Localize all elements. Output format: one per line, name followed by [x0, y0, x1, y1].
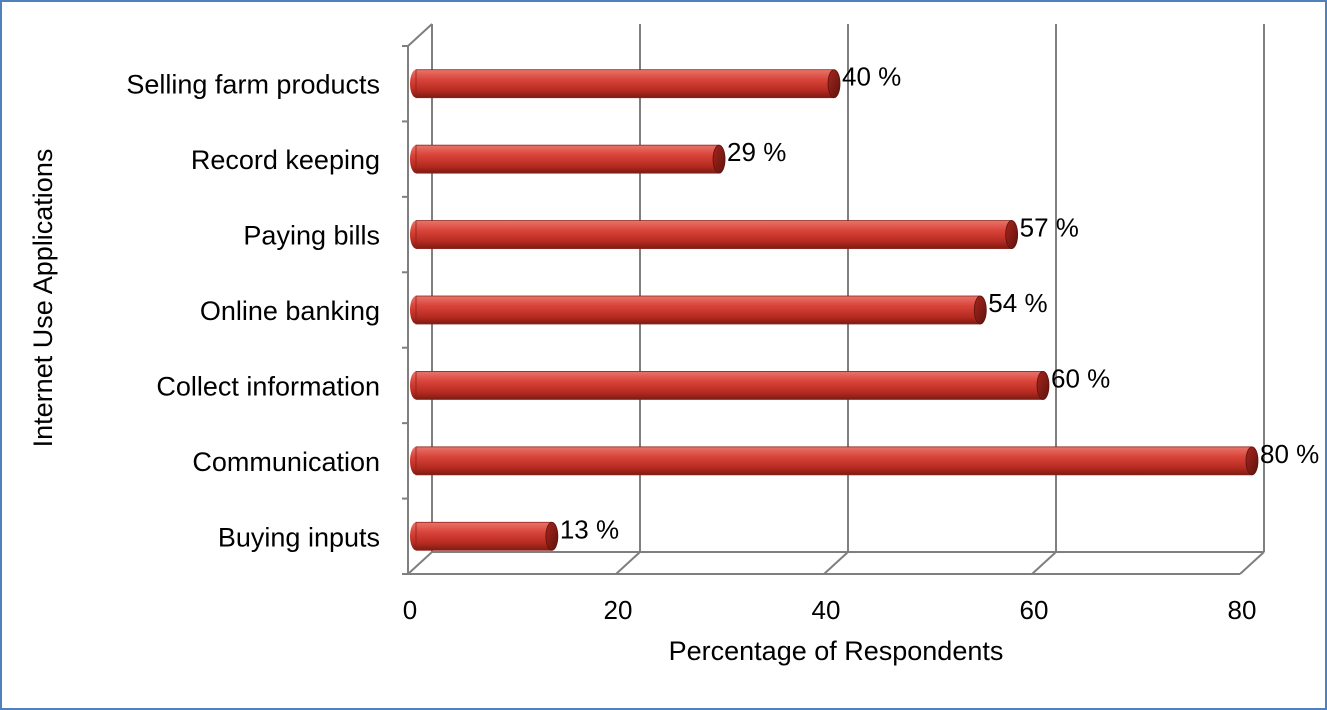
data-label: 13 % [560, 514, 619, 544]
x-tick-label: 80 [1228, 595, 1257, 625]
data-label: 54 % [988, 288, 1047, 318]
data-label: 40 % [842, 62, 901, 92]
wall-top-edge [407, 23, 433, 47]
x-tick-label: 20 [604, 595, 633, 625]
bar [410, 144, 726, 174]
labels-layer: 0 20 40 60 80 Selling farm products 40 % Record… [126, 62, 1319, 625]
floor-gridline [823, 551, 849, 575]
bar [410, 446, 1259, 476]
category-label: Record keeping [191, 145, 380, 175]
grid-layer [402, 23, 1265, 575]
bar [410, 371, 1050, 400]
bar [410, 295, 987, 325]
floor-gridline [407, 551, 433, 575]
category-label: Communication [192, 447, 380, 477]
data-label: 29 % [727, 137, 786, 167]
bars-layer [410, 69, 1259, 551]
bar [410, 69, 841, 99]
data-label: 80 % [1260, 439, 1319, 469]
data-label: 57 % [1020, 213, 1079, 243]
category-label: Paying bills [243, 221, 380, 251]
floor-gridline [1031, 551, 1057, 575]
bar [410, 521, 559, 551]
data-label: 60 % [1051, 363, 1110, 393]
floor-gridline [1239, 551, 1265, 575]
x-tick-label: 60 [1020, 595, 1049, 625]
category-label: Selling farm products [126, 70, 380, 100]
x-tick-label: 40 [812, 595, 841, 625]
x-axis-title: Percentage of Respondents [669, 636, 1004, 666]
category-label: Collect information [156, 371, 380, 401]
y-axis-title: Internet Use Applications [28, 149, 58, 448]
category-label: Online banking [200, 296, 380, 326]
category-label: Buying inputs [218, 522, 380, 552]
bar [410, 220, 1019, 249]
floor-gridline [615, 551, 641, 575]
x-tick-label: 0 [403, 595, 417, 625]
